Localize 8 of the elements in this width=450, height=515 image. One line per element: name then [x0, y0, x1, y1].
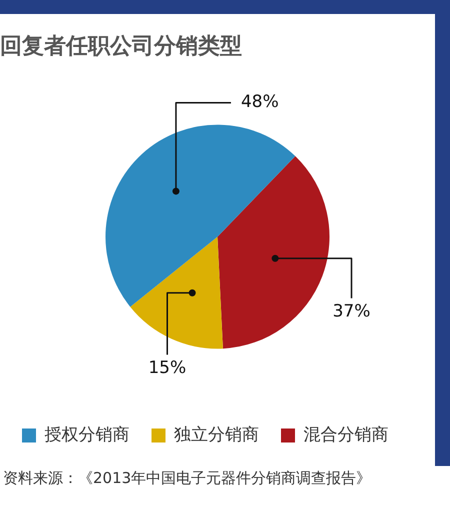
chart-title: 回复者任职公司分销类型 — [0, 34, 242, 59]
data-label: 48% — [240, 92, 279, 112]
legend-label: 独立分销商 — [174, 424, 259, 445]
data-label: 15% — [148, 358, 186, 378]
legend-label: 授权分销商 — [44, 424, 130, 445]
legend-label: 混合分销商 — [304, 424, 388, 445]
text: 资料来源：《2013年中国电子元器件分销商调查报告》 — [3, 468, 372, 488]
data-label: 37% — [332, 302, 370, 322]
